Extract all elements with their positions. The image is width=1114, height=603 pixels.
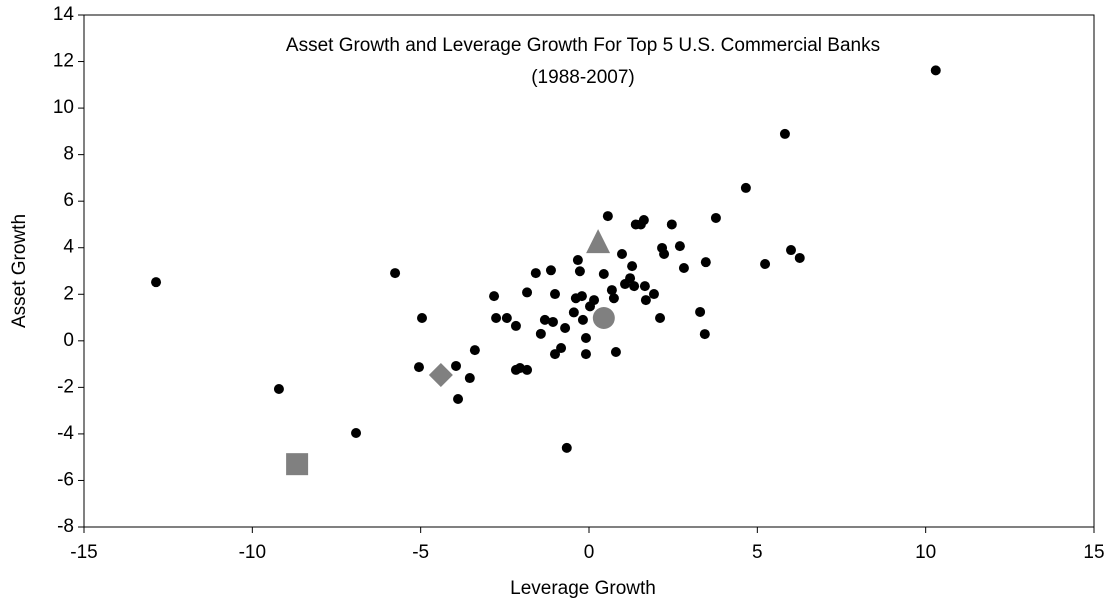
data-point [610, 346, 621, 357]
data-point [674, 241, 685, 252]
data-point [273, 383, 284, 394]
y-tick-label: 2 [63, 283, 74, 304]
data-point [625, 273, 636, 284]
data-point [740, 182, 751, 193]
data-point [639, 281, 650, 292]
data-point [522, 364, 533, 375]
chart-title: Asset Growth and Leverage Growth For Top… [286, 35, 880, 56]
data-point [545, 265, 556, 276]
data-point [606, 285, 617, 296]
data-point [572, 255, 583, 266]
y-tick-label: -6 [57, 469, 74, 490]
x-tick-label: -10 [239, 542, 266, 563]
y-tick-label: -2 [57, 376, 74, 397]
data-point [286, 453, 309, 476]
data-point [539, 314, 550, 325]
data-point [151, 277, 162, 288]
data-point [469, 345, 480, 356]
x-tick-label: 15 [1083, 542, 1104, 563]
data-point [451, 360, 462, 371]
data-point [560, 323, 571, 334]
x-tick-label: -5 [412, 542, 429, 563]
data-point [568, 307, 579, 318]
data-point [640, 295, 651, 306]
data-point [501, 313, 512, 324]
data-point [428, 363, 453, 388]
data-point [549, 289, 560, 300]
y-tick-label: 0 [63, 330, 74, 351]
data-point [655, 313, 666, 324]
data-point [530, 268, 541, 279]
data-point [547, 316, 558, 327]
data-point [549, 349, 560, 360]
x-axis-label: Leverage Growth [510, 578, 656, 599]
data-point [710, 212, 721, 223]
data-point [489, 291, 500, 302]
y-tick-label: 10 [53, 97, 74, 118]
x-tick-label: -15 [70, 542, 97, 563]
y-tick-label: 6 [63, 190, 74, 211]
data-point [580, 349, 591, 360]
data-point [930, 65, 941, 76]
data-point [627, 261, 638, 272]
data-point [589, 295, 600, 306]
data-point [638, 215, 649, 226]
data-point [574, 266, 585, 277]
data-point [648, 289, 659, 300]
data-point [592, 307, 615, 330]
data-point [695, 306, 706, 317]
y-tick-label: -8 [57, 516, 74, 537]
data-point [510, 320, 521, 331]
data-point [586, 229, 611, 254]
data-point [453, 394, 464, 404]
data-point [666, 219, 677, 230]
plot-frame [83, 14, 1095, 528]
data-point [699, 329, 710, 340]
data-point [351, 427, 362, 438]
data-point [700, 257, 711, 268]
data-point [760, 259, 771, 270]
data-point [659, 249, 670, 260]
data-point [413, 362, 424, 373]
y-tick-label: 8 [63, 144, 74, 165]
y-axis-label: Asset Growth [9, 214, 30, 328]
data-point [576, 291, 587, 302]
y-tick-label: 12 [53, 51, 74, 72]
y-tick-label: 14 [53, 4, 75, 25]
data-point [535, 328, 546, 339]
data-point [678, 262, 689, 273]
data-point [522, 287, 533, 298]
data-point [417, 313, 428, 324]
data-point [608, 293, 619, 304]
chart-subtitle: (1988-2007) [531, 67, 635, 88]
data-point [602, 211, 613, 222]
data-point [561, 442, 572, 453]
data-point [556, 343, 567, 354]
data-point [580, 333, 591, 344]
data-point [390, 268, 401, 279]
y-tick-label: 4 [63, 237, 74, 258]
data-point [794, 252, 805, 263]
x-tick-label: 10 [915, 542, 936, 563]
data-point [629, 281, 640, 292]
data-point [491, 313, 502, 324]
x-tick-label: 5 [752, 542, 763, 563]
data-point [616, 249, 627, 260]
data-point [464, 373, 475, 384]
data-point [786, 245, 796, 256]
data-point [598, 269, 609, 280]
data-point [779, 128, 790, 139]
data-point [577, 314, 588, 325]
y-tick-label: -4 [57, 423, 74, 444]
x-tick-label: 0 [584, 542, 595, 563]
